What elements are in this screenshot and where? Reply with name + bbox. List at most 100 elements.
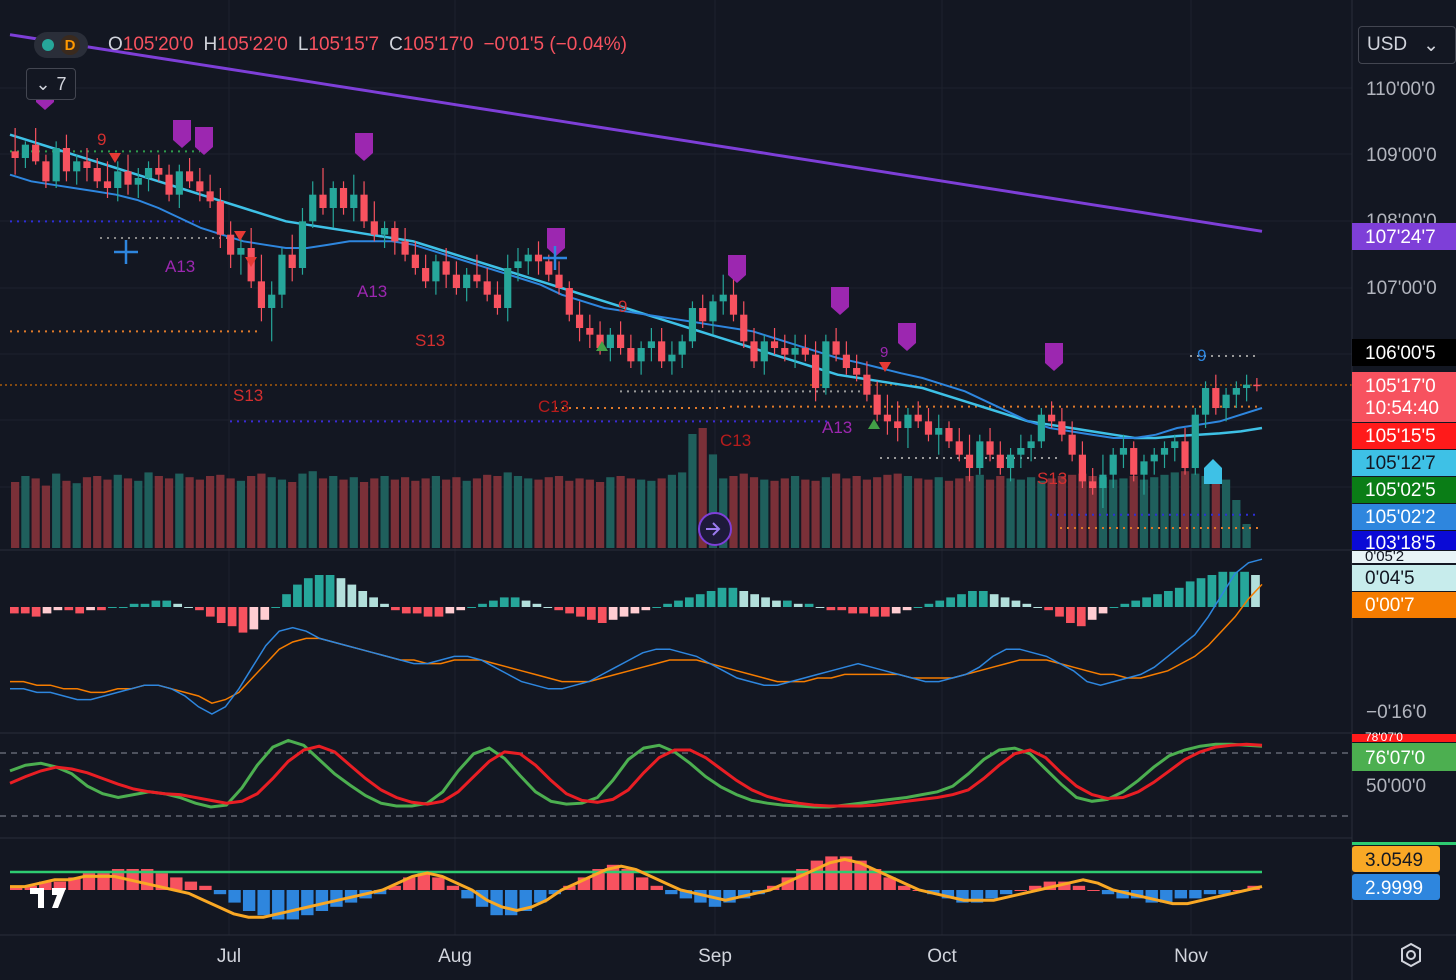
volume-bar [780, 478, 789, 548]
volume-bar [216, 474, 225, 548]
macd-histogram-bar [510, 597, 520, 607]
symbol-status-pill[interactable]: D [34, 32, 88, 58]
currency-value: USD [1367, 34, 1408, 55]
oscillator-bar [301, 890, 314, 916]
candle-body [668, 354, 676, 362]
candle-body [904, 414, 912, 429]
volume-bar [1068, 474, 1077, 548]
candle-body [524, 254, 532, 262]
macd-histogram-bar [391, 607, 400, 611]
indicators-toggle-button[interactable]: ⌄ 7 [26, 68, 76, 100]
candle-body [1243, 384, 1251, 389]
volume-bar [62, 480, 71, 548]
jump-to-realtime-icon[interactable] [698, 512, 732, 546]
volume-bar [400, 477, 410, 548]
volume-bar [134, 480, 143, 548]
volume-bar [442, 479, 451, 548]
stochastic-pane [0, 738, 1352, 817]
macd-histogram-bar [467, 607, 476, 608]
sell-setup-marker [355, 133, 373, 161]
macd-histogram-bar [1011, 600, 1021, 607]
ohlc-readout: O105'20'0 H105'22'0 L105'15'7 C105'17'0 … [108, 34, 627, 56]
volume-bar [965, 476, 974, 548]
volume-bar [308, 471, 317, 548]
candle-body [1201, 388, 1210, 415]
volume-bar [359, 482, 369, 548]
volume-bar [760, 479, 769, 548]
volume-bar [616, 476, 625, 548]
time-axis-label: Nov [1174, 946, 1208, 967]
volume-bar [647, 480, 656, 548]
candle-body [1089, 481, 1097, 489]
macd-histogram-bar [793, 603, 803, 607]
candle-body [729, 294, 738, 315]
volume-bar [544, 477, 553, 548]
candle-body [432, 261, 440, 282]
macd-histogram-bar [1066, 607, 1075, 623]
osc-orange-tag [1352, 846, 1440, 872]
volume-bar [247, 476, 256, 548]
candle-body [1119, 448, 1128, 455]
volume-bar [575, 478, 584, 548]
oscillator-line [10, 857, 1263, 919]
volume-bar [154, 476, 163, 548]
volume-bar [1180, 471, 1190, 548]
candle-body [227, 234, 235, 255]
macd-histogram-bar [445, 607, 455, 614]
stoch-k-line [9, 738, 1263, 809]
sma200-price-text: 107'24'7 [1365, 227, 1436, 248]
macd-histogram-bar [42, 607, 52, 614]
volume-bar [595, 482, 605, 548]
macd-histogram-bar [902, 607, 912, 611]
macd-histogram-bar [587, 607, 596, 620]
volume-bar [1211, 478, 1220, 548]
candle-body [606, 334, 614, 349]
oscillator-bar [534, 890, 547, 903]
volume-bar [637, 479, 646, 548]
macd-line [10, 558, 1263, 715]
volume-bar [452, 477, 461, 548]
candle-body [781, 348, 789, 355]
currency-select[interactable]: USD ⌄ [1358, 26, 1456, 64]
volume-bar [206, 476, 215, 548]
macd-histogram-bar [401, 607, 411, 614]
volume-bar [842, 478, 851, 548]
volume-bar [257, 473, 266, 548]
candle-body [114, 171, 122, 189]
oscillator-bar [373, 890, 387, 895]
macd-histogram-bar [271, 607, 280, 608]
candle-body [811, 354, 820, 389]
volume-bar [698, 428, 707, 548]
oscillator-bar [548, 890, 562, 895]
volume-bar [657, 478, 666, 548]
oscillator-bar [242, 890, 256, 911]
price-tag-red [1352, 423, 1456, 449]
cross-marker [543, 246, 567, 270]
setup-label: A13 [165, 257, 195, 276]
candle-body [504, 268, 512, 309]
change-value: −0'01'5 (−0.04%) [483, 34, 627, 55]
macd-histogram-bar [358, 591, 368, 607]
count-nine: 9 [97, 130, 106, 149]
oscillator-bar [461, 890, 474, 899]
settings-gear-icon[interactable] [1396, 940, 1426, 970]
count-nine: 9 [1197, 346, 1206, 365]
level-price-tag [1352, 339, 1456, 366]
volume-bar [267, 477, 276, 548]
macd-histogram-bar [118, 607, 128, 608]
volume-bar [975, 474, 984, 548]
macd-histogram-bar [293, 584, 302, 607]
candle-body [329, 188, 337, 209]
volume-bar [719, 478, 728, 548]
volume-bar [1170, 472, 1179, 548]
macd-histogram-bar [151, 600, 161, 607]
candle-body [1253, 384, 1261, 387]
oscillator-bar [868, 869, 882, 890]
candle-body [411, 254, 419, 269]
oscillator-bar [1014, 890, 1027, 891]
setup-label: S13 [1037, 469, 1067, 488]
macd-histogram-bar [946, 597, 955, 607]
macd-histogram-bar [1196, 578, 1206, 607]
candle-body [801, 348, 809, 355]
